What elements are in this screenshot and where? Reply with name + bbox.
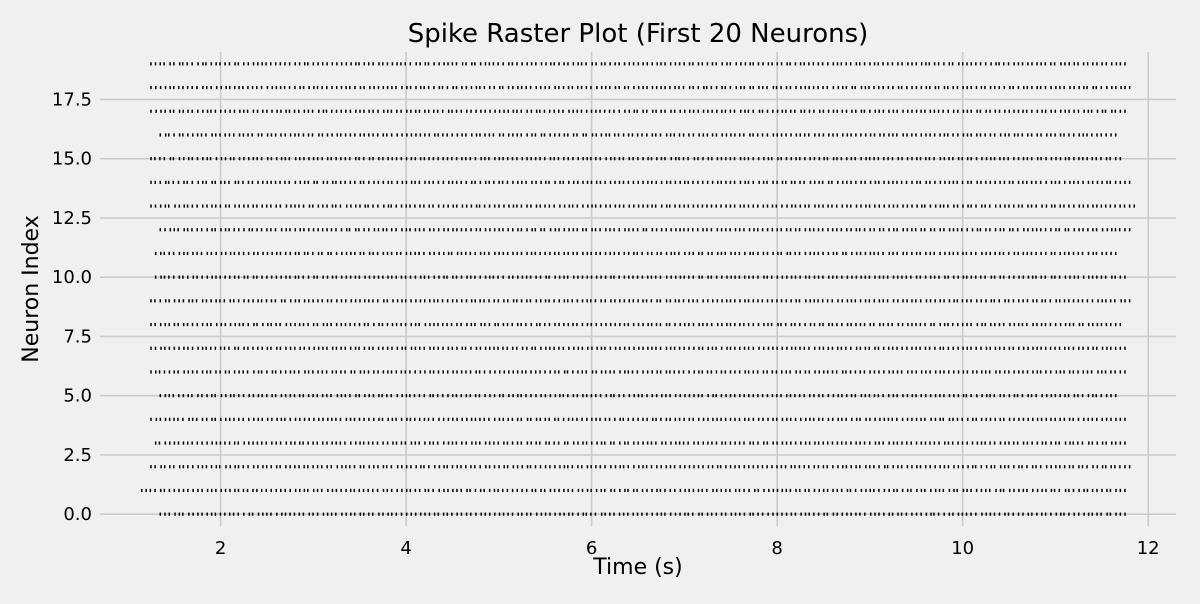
- x-tick-label: 8: [771, 538, 782, 559]
- y-tick-label: 5.0: [63, 386, 92, 407]
- spike-train-neuron-3: [154, 441, 1126, 445]
- spike-train-neuron-8: [150, 322, 1122, 327]
- spike-marks: [140, 62, 1136, 516]
- y-tick-label: 17.5: [52, 89, 92, 110]
- x-tick-label: 10: [951, 538, 974, 559]
- y-tick-label: 0.0: [63, 504, 92, 525]
- spike-train-neuron-12: [159, 228, 1131, 232]
- x-axis-ticks: 2 4 6 8 10 12: [215, 538, 1160, 559]
- spike-train-neuron-18: [150, 85, 1131, 90]
- y-tick-label: 2.5: [63, 445, 92, 466]
- spike-train-neuron-4: [150, 417, 1126, 421]
- grid-lines: [100, 52, 1176, 526]
- y-tick-label: 7.5: [63, 326, 92, 347]
- spike-train-neuron-16: [159, 133, 1117, 137]
- spike-train-neuron-13: [150, 204, 1136, 208]
- y-tick-label: 15.0: [52, 149, 92, 170]
- spike-train-neuron-0: [159, 512, 1126, 516]
- spike-train-neuron-19: [150, 62, 1126, 66]
- x-tick-label: 6: [586, 538, 597, 559]
- spike-train-neuron-1: [140, 488, 1126, 493]
- spike-train-neuron-6: [150, 370, 1126, 374]
- x-axis-label: Time (s): [592, 555, 682, 580]
- spike-train-neuron-10: [154, 275, 1126, 279]
- spike-train-neuron-5: [159, 394, 1117, 398]
- spike-train-neuron-2: [150, 465, 1131, 469]
- spike-train-neuron-9: [150, 299, 1131, 303]
- spike-train-neuron-14: [150, 180, 1131, 184]
- y-axis-label: Neuron Index: [19, 215, 44, 362]
- y-axis-ticks: 0.0 2.5 5.0 7.5 10.0 12.5 15.0 17.5: [52, 89, 92, 525]
- spike-train-neuron-15: [150, 157, 1122, 161]
- spike-train-neuron-17: [150, 109, 1126, 113]
- x-tick-label: 12: [1137, 538, 1160, 559]
- x-tick-label: 4: [400, 538, 411, 559]
- spike-train-neuron-7: [150, 346, 1126, 350]
- x-tick-label: 2: [215, 538, 226, 559]
- y-tick-label: 10.0: [52, 267, 92, 288]
- chart-title: Spike Raster Plot (First 20 Neurons): [408, 19, 869, 49]
- y-tick-label: 12.5: [52, 208, 92, 229]
- spike-train-neuron-11: [154, 251, 1117, 256]
